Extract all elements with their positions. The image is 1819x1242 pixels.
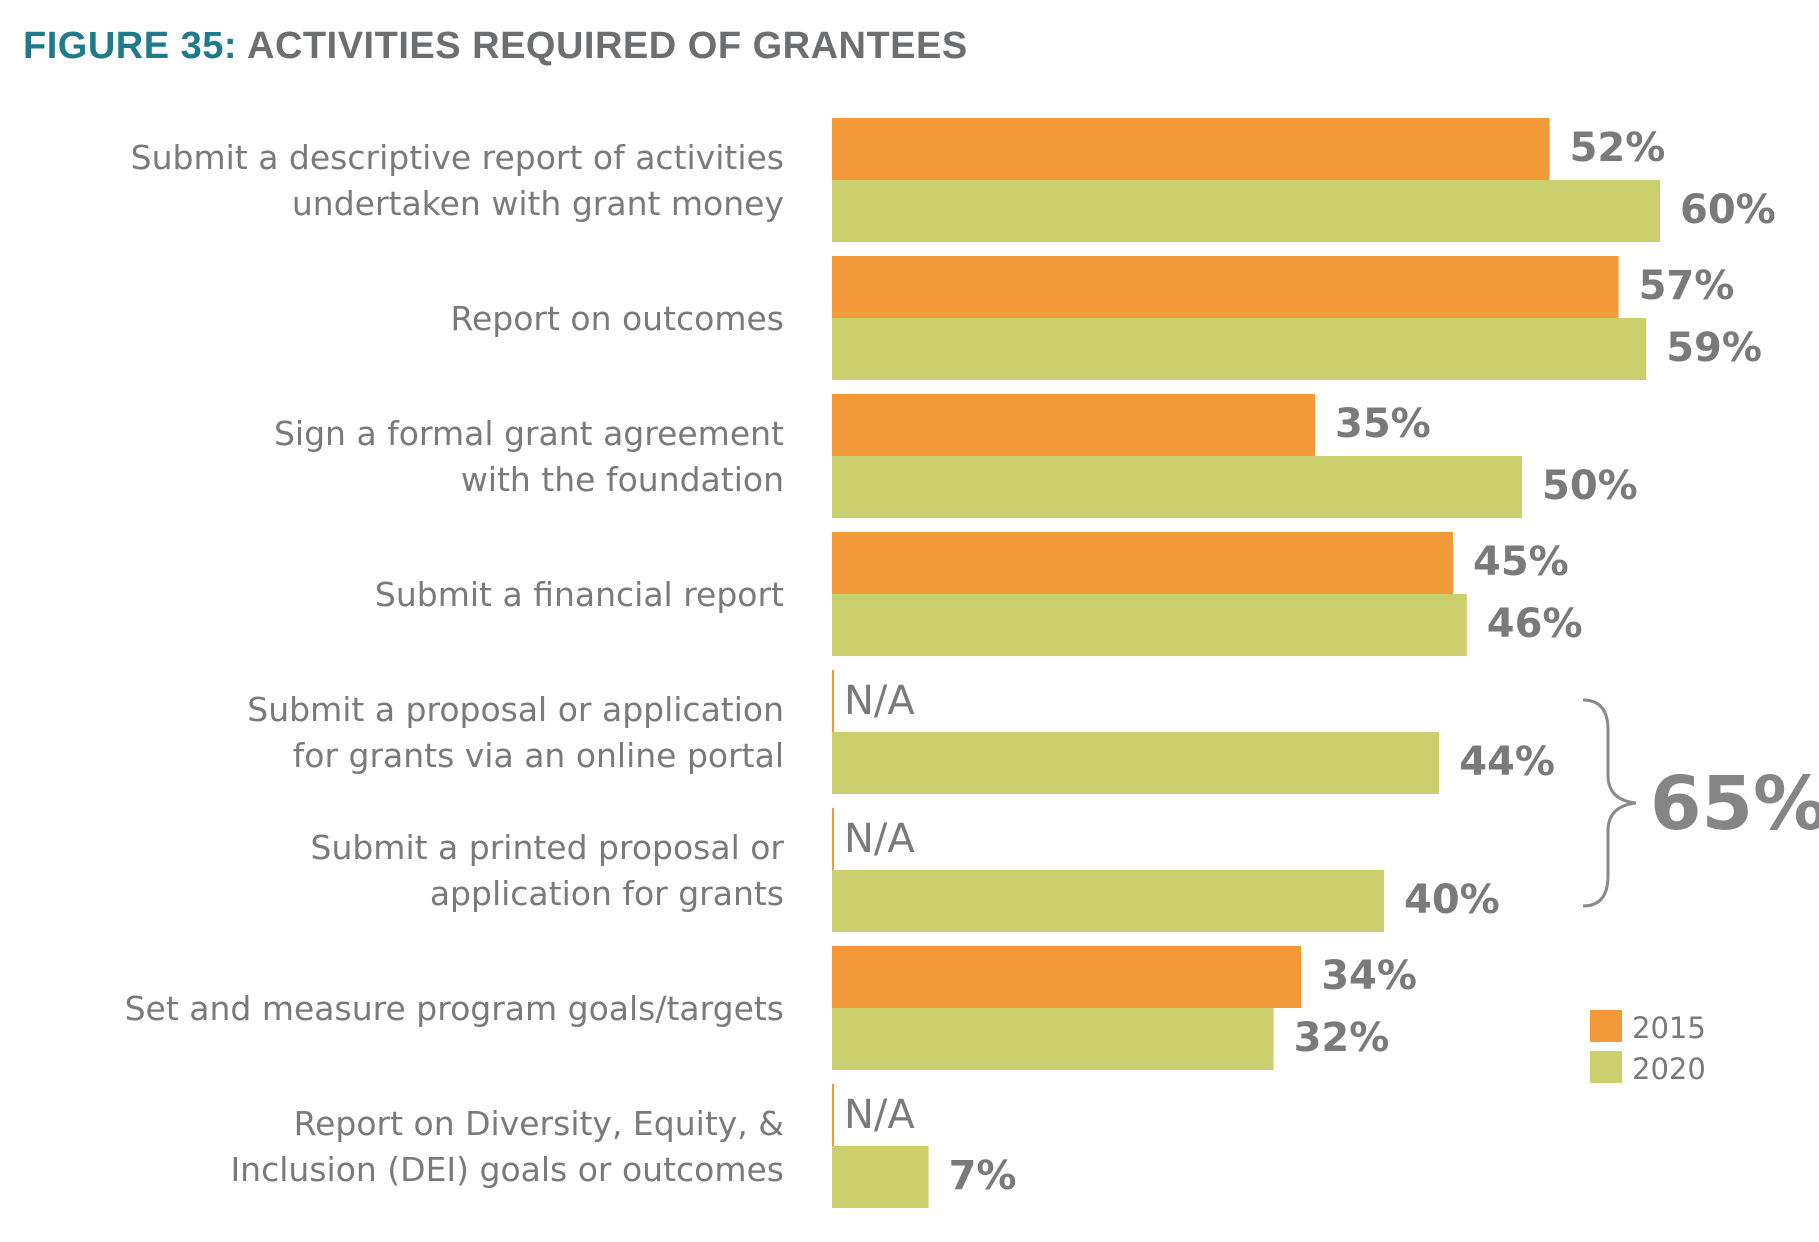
bar-2020 [832, 732, 1440, 794]
category-label: Report on outcomes [451, 299, 785, 338]
bar-2015-na-marker [832, 808, 834, 870]
value-label: 59% [1666, 325, 1762, 371]
value-label: 52% [1570, 125, 1666, 171]
category-label: with the foundation [461, 460, 784, 499]
category-label: Set and measure program goals/targets [125, 989, 784, 1028]
bar-2015 [832, 532, 1453, 594]
bracket-annotation: 65% [1582, 698, 1819, 908]
category-label: Report on Diversity, Equity, & [294, 1104, 784, 1143]
value-label: 34% [1321, 953, 1417, 999]
bar-2020 [832, 318, 1647, 380]
legend-label-2020: 2020 [1632, 1052, 1706, 1086]
bar-2020 [832, 456, 1522, 518]
curly-brace [1582, 698, 1637, 908]
bar-2015 [832, 394, 1315, 456]
bar-2015 [832, 256, 1619, 318]
legend-label-2015: 2015 [1632, 1011, 1706, 1045]
bar-2020 [832, 1008, 1274, 1070]
category-label: for grants via an online portal [293, 736, 784, 775]
category-label: Submit a descriptive report of activitie… [131, 138, 784, 177]
value-label: 57% [1639, 263, 1735, 309]
value-label: 7% [949, 1153, 1017, 1199]
value-label-na: N/A [844, 816, 915, 862]
combined-value-label: 65% [1650, 761, 1819, 847]
category-label: undertaken with grant money [292, 184, 784, 223]
category-label: application for grants [430, 874, 784, 913]
legend: 2015 2020 [1590, 1010, 1706, 1086]
value-label: 32% [1294, 1015, 1390, 1061]
value-label: 44% [1459, 739, 1555, 785]
bar-2020 [832, 180, 1660, 242]
bar-2015-na-marker [832, 1084, 834, 1146]
value-label-na: N/A [844, 1092, 915, 1138]
bar-2015 [832, 118, 1550, 180]
figure-title: FIGURE 35: ACTIVITIES REQUIRED OF GRANTEE… [23, 25, 968, 67]
value-label: 46% [1487, 601, 1583, 647]
category-label: Submit a printed proposal or [311, 828, 785, 867]
value-label: 60% [1680, 187, 1776, 233]
bar-2020 [832, 594, 1467, 656]
value-label: 50% [1542, 463, 1638, 509]
value-label: 45% [1473, 539, 1569, 585]
category-label: Submit a financial report [375, 575, 784, 614]
bar-2015-na-marker [832, 670, 834, 732]
value-label: 35% [1335, 401, 1431, 447]
value-label: 40% [1404, 877, 1500, 923]
category-label: Submit a proposal or application [247, 690, 784, 729]
legend-swatch-2020 [1590, 1051, 1622, 1083]
figure-number: FIGURE 35: [23, 25, 237, 67]
bar-2020 [832, 870, 1384, 932]
bar-2015 [832, 946, 1302, 1008]
bar-2020 [832, 1146, 929, 1208]
category-label: Inclusion (DEI) goals or outcomes [230, 1150, 784, 1189]
bar-group: Submit a descriptive report of activitie… [125, 118, 1776, 1208]
figure-title-text: ACTIVITIES REQUIRED OF GRANTEES [247, 25, 968, 67]
category-label: Sign a formal grant agreement [274, 414, 784, 453]
legend-swatch-2015 [1590, 1010, 1622, 1042]
value-label-na: N/A [844, 678, 915, 724]
